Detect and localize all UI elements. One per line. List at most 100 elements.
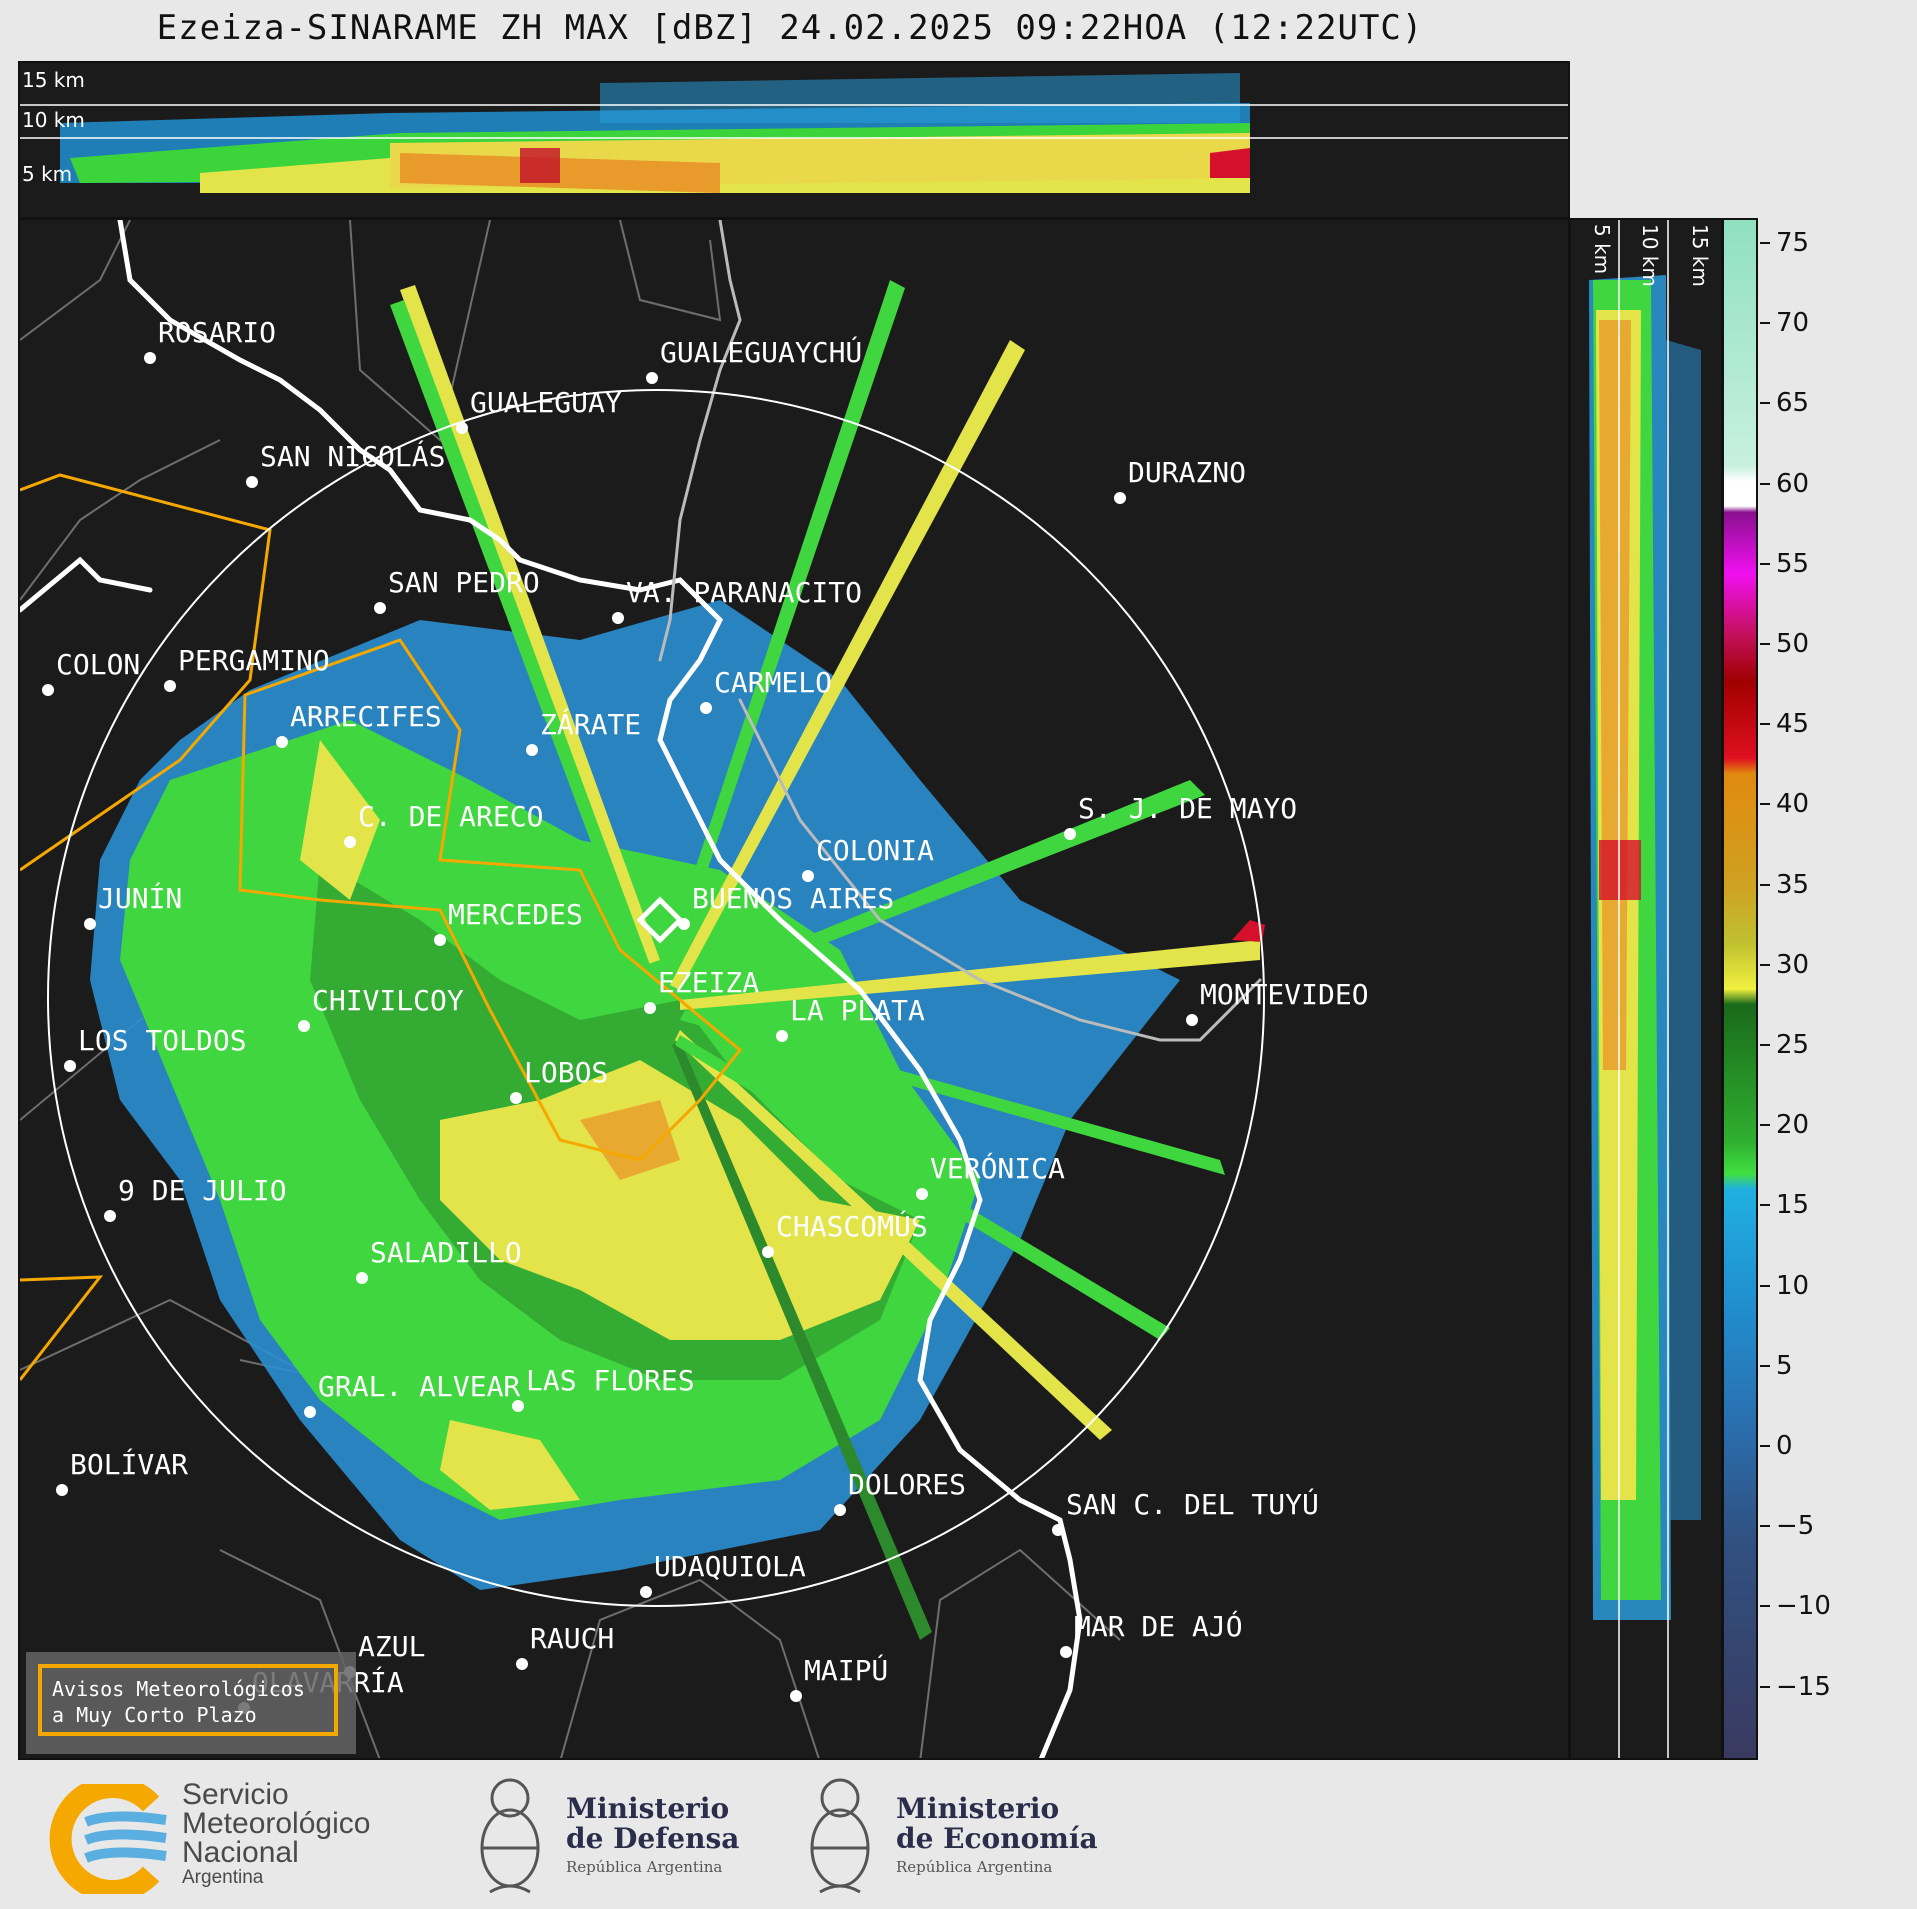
city-label-ezeiza: EZEIZA [658, 966, 759, 999]
city-label-gualeguaychu: GUALEGUAYCHÚ [660, 335, 862, 369]
city-label-montevideo: MONTEVIDEO [1200, 978, 1369, 1011]
city-label-chascomus: CHASCOMÚS [776, 1209, 928, 1243]
city-label-udaquiola: UDAQUIOLA [654, 1550, 806, 1583]
colorbar-tick-label: 40 [1776, 789, 1810, 820]
city-label-san-c-del-tuyu: SAN C. DEL TUYÚ [1066, 1487, 1319, 1521]
city-label-zarate: ZÁRATE [540, 707, 641, 741]
radar-echo [90, 280, 1265, 1640]
city-montevideo: MONTEVIDEO [1186, 978, 1369, 1026]
city-ezeiza: EZEIZA [644, 966, 759, 1014]
city-gualeguaychu: GUALEGUAYCHÚ [646, 335, 862, 384]
colorbar-tick-mark [1760, 1124, 1770, 1127]
city-lobos: LOBOS [510, 1056, 608, 1104]
city-gral-alvear: GRAL. ALVEAR [304, 1370, 520, 1418]
city-label-sj-de-mayo: S. J. DE MAYO [1078, 792, 1297, 825]
city-san-c-del-tuyu: SAN C. DEL TUYÚ [1052, 1487, 1319, 1536]
city-dolores: DOLORES [834, 1468, 966, 1516]
colorbar-tick-mark [1760, 1284, 1770, 1287]
warning-line-2: a Muy Corto Plazo [52, 1703, 257, 1727]
colorbar-tick-mark [1760, 723, 1770, 726]
colorbar-tick-label: 25 [1776, 1030, 1810, 1060]
city-label-durazno: DURAZNO [1128, 456, 1246, 489]
city-gualeguay: GUALEGUAY [456, 386, 622, 434]
warning-box[interactable]: Avisos Meteorológicos a Muy Corto Plazo [26, 1652, 356, 1754]
city-zarate: ZÁRATE [526, 707, 641, 756]
city-label-azul: AZUL [358, 1630, 425, 1663]
city-los-toldos: LOS TOLDOS [64, 1024, 247, 1072]
city-label-las-flores: LAS FLORES [526, 1364, 695, 1397]
colorbar-tick-mark [1760, 883, 1770, 886]
side-height-label-15km: 15 km [1688, 224, 1712, 287]
colorbar-tick-mark [1760, 322, 1770, 325]
city-label-mar-de-ajo: MAR DE AJÓ [1074, 1609, 1243, 1643]
defensa-logo-subtext: República Argentina [566, 1858, 723, 1876]
city-label-maipu: MAIPÚ [804, 1653, 888, 1687]
city-label-gral-alvear: GRAL. ALVEAR [318, 1370, 520, 1403]
city-maipu: MAIPÚ [790, 1653, 888, 1702]
economia-logo-subtext: República Argentina [896, 1858, 1053, 1876]
colorbar-tick-label: 35 [1776, 869, 1810, 900]
colorbar-tick-mark [1760, 242, 1770, 244]
defensa-logo-text: Ministerio de Defensa [566, 1792, 740, 1855]
city-udaquiola: UDAQUIOLA [640, 1550, 806, 1598]
city-chivilcoy: CHIVILCOY [298, 984, 464, 1032]
colorbar-tick-mark [1760, 402, 1770, 405]
side-echo-band [1589, 275, 1701, 1620]
city-carmelo: CARMELO [700, 666, 832, 714]
warning-line-1: Avisos Meteorológicos [52, 1677, 305, 1701]
colorbar-tick-mark [1760, 1525, 1770, 1528]
city-san-nicolas: SAN NICOLÁS [246, 439, 445, 488]
colorbar-tick-mark [1760, 1445, 1770, 1447]
city-va-paranacito: VA. PARANACITO [612, 576, 862, 624]
colorbar-tick-label: 15 [1776, 1190, 1810, 1221]
colorbar-tick-label: 20 [1776, 1110, 1810, 1141]
argentina-coat-of-arms-icon-2 [810, 1778, 870, 1894]
side-height-label-5km: 5 km [1590, 224, 1614, 274]
city-label-bolivar: BOLÍVAR [70, 1447, 188, 1481]
colorbar-tick-mark [1760, 963, 1770, 966]
city-san-pedro: SAN PEDRO [374, 566, 540, 614]
side-height-label-10km: 10 km [1638, 224, 1662, 287]
warning-button[interactable]: Avisos Meteorológicos a Muy Corto Plazo [38, 1664, 338, 1736]
dbz-colorbar [1722, 218, 1758, 1760]
warning-polygons [20, 473, 743, 1381]
smn-logo-text: Servicio Meteorológico Nacional Argentin… [182, 1778, 371, 1889]
colorbar-tick-mark [1760, 1204, 1770, 1207]
city-label-san-pedro: SAN PEDRO [388, 566, 540, 599]
city-9-de-julio: 9 DE JULIO [104, 1174, 287, 1222]
footer-logos: Servicio Meteorológico Nacional Argentin… [0, 1762, 1917, 1909]
city-la-plata: LA PLATA [776, 994, 925, 1042]
city-label-colon: COLON [56, 648, 140, 681]
colorbar-tick-label: 45 [1776, 709, 1810, 740]
city-colon: COLON [42, 648, 140, 696]
city-label-rauch: RAUCH [530, 1622, 614, 1655]
economia-logo-text: Ministerio de Economía [896, 1792, 1098, 1855]
argentina-coat-of-arms-icon [480, 1778, 540, 1894]
city-label-lobos: LOBOS [524, 1056, 608, 1089]
chart-title: Ezeiza-SINARAME ZH MAX [dBZ] 24.02.2025 … [156, 8, 1424, 48]
city-pergamino: PERGAMINO [164, 644, 330, 692]
coastline-and-rivers [20, 220, 1262, 1758]
colorbar-tick-mark [1760, 803, 1770, 806]
colorbar-tick-label: 60 [1776, 468, 1810, 499]
colorbar-tick-label: 65 [1776, 388, 1810, 419]
colorbar-tick-mark [1760, 1605, 1770, 1608]
city-veronica: VERÓNICA [916, 1151, 1065, 1200]
city-label-san-nicolas: SAN NICOLÁS [260, 439, 445, 473]
city-label-la-plata: LA PLATA [790, 994, 925, 1027]
radar-map-panel: ROSARIO GUALEGUAYCHÚ GUALEGUAY SAN NICOL… [18, 218, 1570, 1760]
city-chascomus: CHASCOMÚS [762, 1209, 928, 1258]
colorbar-tick-label: 55 [1776, 548, 1810, 579]
city-saladillo: SALADILLO [356, 1236, 522, 1284]
height-label-10km: 10 km [22, 108, 85, 132]
colorbar-tick-label: −15 [1776, 1671, 1831, 1702]
colorbar-tick-mark [1760, 562, 1770, 565]
city-rosario: ROSARIO [144, 316, 276, 364]
colorbar-tick-label: 70 [1776, 308, 1810, 339]
city-bolivar: BOLÍVAR [56, 1447, 188, 1496]
city-label-veronica: VERÓNICA [930, 1151, 1065, 1185]
city-label-9-de-julio: 9 DE JULIO [118, 1174, 287, 1207]
city-label-va-paranacito: VA. PARANACITO [626, 576, 862, 609]
city-arrecifes: ARRECIFES [276, 700, 442, 748]
top-cross-section-panel: 15 km 10 km 5 km [18, 61, 1570, 219]
